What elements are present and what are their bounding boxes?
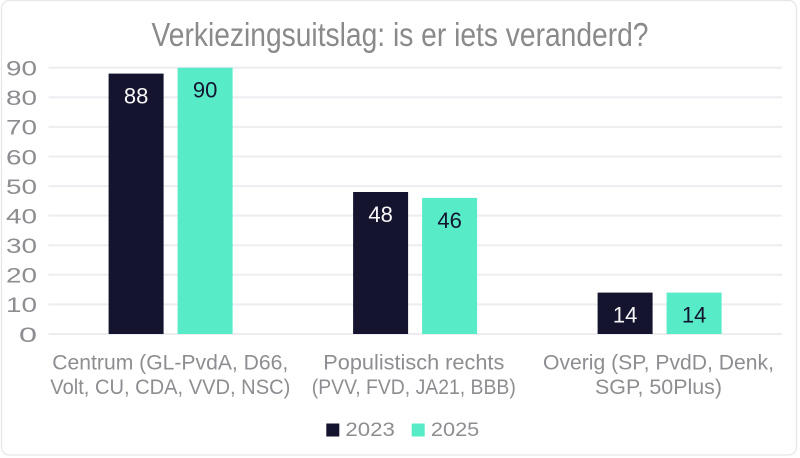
svg-text:Verkiezingsuitslag: is er iets: Verkiezingsuitslag: is er iets veranderd…	[152, 17, 649, 54]
svg-text:70: 70	[6, 116, 37, 140]
svg-text:88: 88	[124, 84, 148, 109]
svg-text:Centrum (GL-PvdA, D66,: Centrum (GL-PvdA, D66,	[52, 351, 288, 374]
svg-text:60: 60	[6, 145, 37, 169]
svg-text:SGP, 50Plus): SGP, 50Plus)	[595, 376, 722, 399]
svg-text:14: 14	[613, 303, 637, 328]
svg-text:2025: 2025	[431, 420, 479, 441]
svg-text:50: 50	[6, 175, 37, 199]
svg-text:90: 90	[193, 78, 217, 103]
svg-text:Overig (SP, PvdD, Denk,: Overig (SP, PvdD, Denk,	[543, 351, 774, 374]
svg-text:90: 90	[6, 57, 37, 81]
svg-text:80: 80	[6, 86, 37, 110]
svg-text:30: 30	[6, 234, 37, 258]
svg-text:40: 40	[6, 204, 37, 228]
svg-text:Populistisch rechts: Populistisch rechts	[323, 351, 504, 374]
svg-text:48: 48	[368, 202, 392, 227]
svg-text:20: 20	[6, 264, 37, 288]
svg-text:0: 0	[19, 323, 37, 347]
svg-text:10: 10	[6, 293, 37, 317]
svg-text:2023: 2023	[345, 420, 395, 441]
svg-text:(PVV, FVD, JA21, BBB): (PVV, FVD, JA21, BBB)	[312, 376, 516, 399]
svg-text:46: 46	[437, 208, 461, 233]
svg-text:14: 14	[682, 303, 706, 328]
svg-text:Volt, CU, CDA, VVD, NSC): Volt, CU, CDA, VVD, NSC)	[50, 376, 290, 399]
